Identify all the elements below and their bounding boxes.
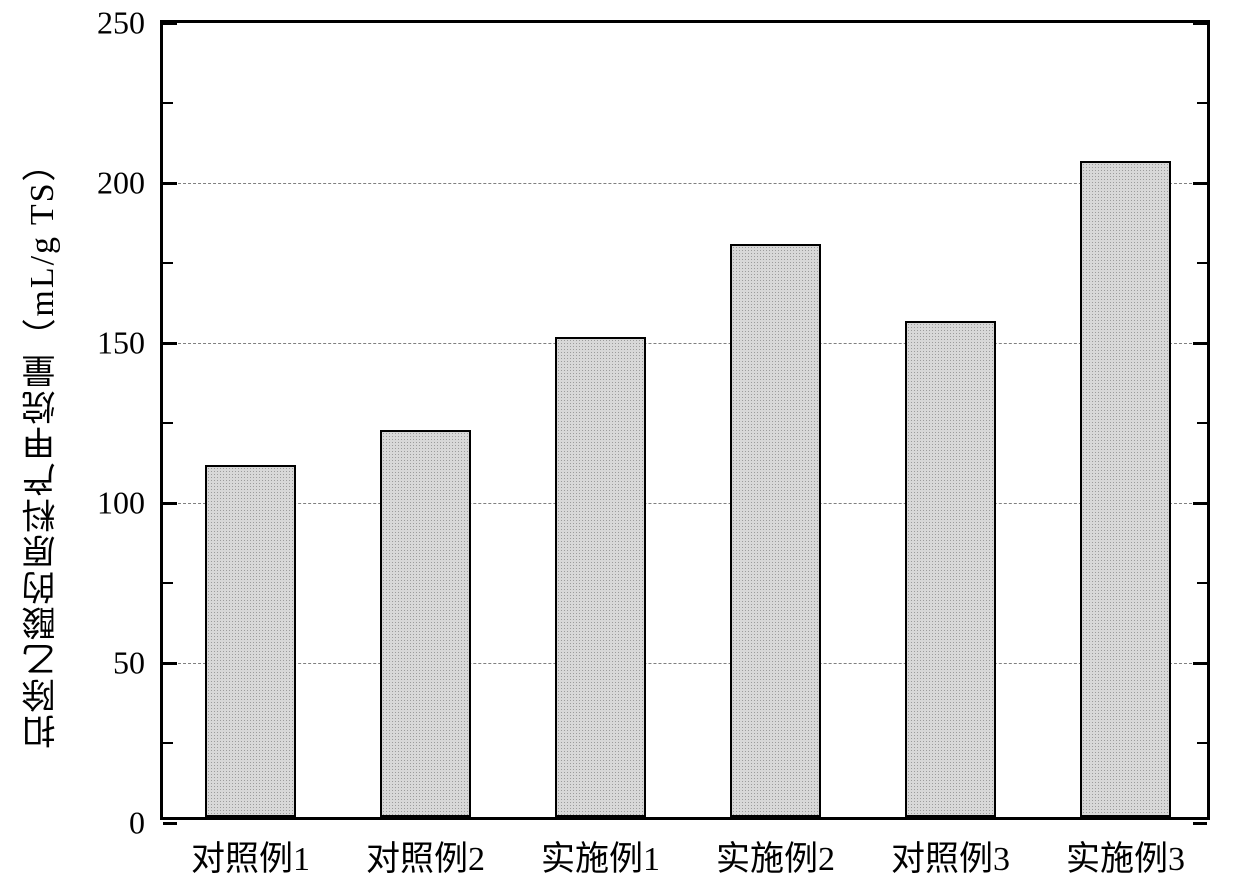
y-minor-tick-right [1197, 742, 1207, 744]
y-minor-tick-left [163, 582, 173, 584]
gridline [163, 183, 1207, 184]
x-tick-label: 对照例3 [891, 831, 1010, 880]
x-tick-label: 实施例2 [716, 831, 835, 880]
bar [205, 465, 296, 817]
y-tick-right [1193, 662, 1207, 665]
y-minor-tick-right [1197, 102, 1207, 104]
plot-area: 050100150200250对照例1对照例2实施例1实施例2对照例3实施例3 [160, 20, 1210, 820]
y-minor-tick-left [163, 262, 173, 264]
x-tick-label: 实施例3 [1066, 831, 1185, 880]
y-tick-left [163, 662, 177, 665]
y-tick-right [1193, 342, 1207, 345]
y-tick-right [1193, 22, 1207, 25]
chart-container: 扣除乙酸的原料产甲烷量（mL/g TS） 050100150200250对照例1… [0, 0, 1240, 894]
bar [905, 321, 996, 817]
y-tick-label: 100 [97, 485, 145, 522]
y-tick-right [1193, 502, 1207, 505]
y-minor-tick-left [163, 742, 173, 744]
y-tick-right [1193, 182, 1207, 185]
y-tick-label: 150 [97, 325, 145, 362]
gridline [163, 343, 1207, 344]
y-tick-label: 0 [129, 805, 145, 842]
y-minor-tick-right [1197, 422, 1207, 424]
gridline [163, 663, 1207, 664]
x-tick-label: 实施例1 [541, 831, 660, 880]
gridline [163, 503, 1207, 504]
x-tick-label: 对照例2 [366, 831, 485, 880]
y-tick-label: 250 [97, 5, 145, 42]
y-tick-label: 200 [97, 165, 145, 202]
y-tick-left [163, 502, 177, 505]
bar [1080, 161, 1171, 817]
y-tick-left [163, 22, 177, 25]
bar [555, 337, 646, 817]
y-minor-tick-right [1197, 262, 1207, 264]
bar [730, 244, 821, 817]
y-minor-tick-left [163, 102, 173, 104]
y-minor-tick-left [163, 422, 173, 424]
bar [380, 430, 471, 817]
y-tick-right [1193, 822, 1207, 825]
x-tick-label: 对照例1 [191, 831, 310, 880]
y-minor-tick-right [1197, 582, 1207, 584]
y-tick-left [163, 822, 177, 825]
y-tick-label: 50 [113, 645, 145, 682]
y-tick-left [163, 182, 177, 185]
y-axis-label: 扣除乙酸的原料产甲烷量（mL/g TS） [18, 145, 67, 748]
y-tick-left [163, 342, 177, 345]
